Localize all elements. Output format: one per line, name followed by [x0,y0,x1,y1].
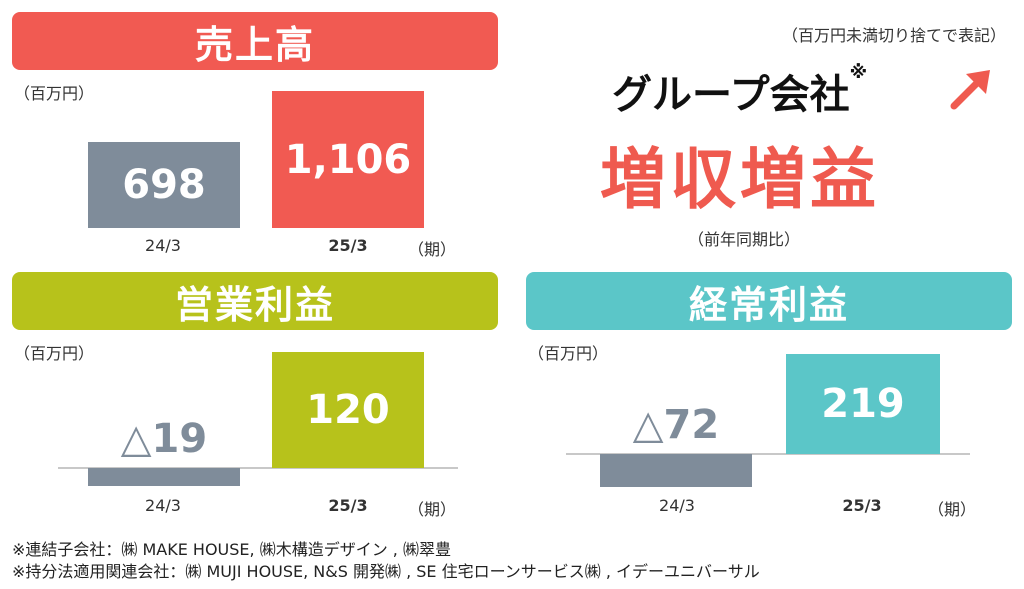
operating-unit-label: （百万円） [14,344,95,363]
sales-cat-25-3: 25/3 [328,236,368,255]
sales-value-25-3: 1,106 [284,136,412,183]
sales-value-24-3: 698 [122,161,206,208]
sales-period-label: （期） [408,240,457,259]
sales-cat-24-3: 24/3 [145,236,181,255]
ordinary-unit-label: （百万円） [528,344,609,363]
ordinary-bar-24-3 [600,454,752,487]
sales-bar-24-3: 698 [88,141,240,228]
operating-period-label: （期） [408,500,457,519]
ordinary-banner: 経常利益 [526,272,1012,330]
operating-value-25-3-text: 120 [306,387,390,433]
footnote-subsidiaries: ※連結子会社：㈱ MAKE HOUSE, ㈱木構造デザイン , ㈱翠豊 [12,540,451,559]
operating-banner: 営業利益 [12,272,498,330]
unit-note: （百万円未満切り捨てで表記） [781,26,1006,45]
ordinary-cat-25-3: 25/3 [842,496,882,515]
ordinary-cat-24-3: 24/3 [659,496,695,515]
operating-cat-25-3: 25/3 [328,496,368,515]
operating-value-24-3: △19 [120,416,208,462]
headline-mark: ※ [849,62,868,83]
footnote-affiliates: ※持分法適用関連会社：㈱ MUJI HOUSE, N&S 開発㈱ , SE 住宅… [12,562,760,581]
headline-sub: （前年同期比） [688,230,801,249]
headline-main: 増収増益 [600,141,880,218]
up-arrow-icon [950,70,990,110]
ordinary-baseline [566,453,970,455]
ordinary-bar-25-3: 219 [786,354,940,454]
headline-line1: グループ会社 [612,72,850,118]
sales-banner: 売上高 [12,12,498,70]
ordinary-value-24-3: △72 [632,402,720,448]
ordinary-period-label: （期） [928,500,977,519]
headline-title: グループ会社※ [612,62,867,120]
sales-unit-label: （百万円） [14,84,95,103]
operating-baseline [58,467,458,469]
operating-cat-24-3: 24/3 [145,496,181,515]
ordinary-value-25-3-text: 219 [821,381,905,427]
operating-bar-24-3 [88,468,240,487]
sales-bar-25-3: 1,106 [272,91,424,228]
operating-bar-25-3: 120 [272,352,424,468]
